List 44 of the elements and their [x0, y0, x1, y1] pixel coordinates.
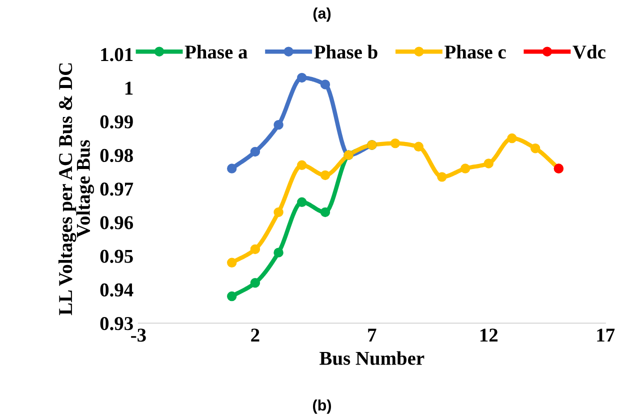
point — [297, 160, 307, 170]
point — [226, 164, 237, 174]
x-tick-label: 2 — [251, 328, 260, 342]
y-tick-label: 0.98 — [100, 148, 133, 162]
y-tick-label: 0.95 — [100, 250, 133, 263]
point — [274, 120, 284, 130]
legend-label: Phase a — [184, 44, 248, 59]
y-tick-label: 1.01 — [101, 48, 133, 62]
point — [226, 291, 237, 302]
point — [414, 142, 424, 152]
point — [530, 143, 540, 154]
point — [250, 146, 260, 157]
point — [297, 72, 307, 83]
point — [507, 133, 517, 144]
point — [320, 207, 330, 218]
point — [320, 170, 330, 180]
y-axis-title: LL Voltages per AC Bus & DC Voltage Bus — [58, 63, 94, 316]
y-tick-label: 0.99 — [100, 115, 133, 128]
chart-title: (a) — [313, 7, 331, 22]
point — [250, 278, 260, 288]
y-tick-label: 0.93 — [100, 316, 133, 330]
legend-label: Vdc — [572, 44, 606, 59]
legend-label: Phase b — [314, 44, 378, 59]
y-tick-label: 0.96 — [100, 216, 134, 230]
x-tick-label: 7 — [368, 328, 376, 342]
y-tick-label: 1 — [125, 82, 133, 95]
point — [437, 172, 447, 182]
point — [390, 138, 400, 148]
legend-label: Phase c — [444, 44, 506, 59]
point — [226, 258, 237, 268]
point — [274, 207, 284, 218]
text: (b) — [313, 399, 331, 414]
point — [274, 248, 284, 258]
point — [484, 158, 494, 168]
x-tick-label: 17 — [597, 328, 615, 342]
x-tick-label: 12 — [480, 328, 498, 342]
y-tick-label: 0.97 — [100, 182, 134, 196]
y-tick-label: 0.94 — [100, 283, 134, 297]
point — [297, 197, 307, 207]
point — [250, 244, 260, 254]
x-tick-label: -3 — [131, 328, 146, 342]
point — [460, 164, 470, 174]
x-axis-title: Bus Number — [320, 351, 424, 365]
point — [320, 80, 330, 90]
